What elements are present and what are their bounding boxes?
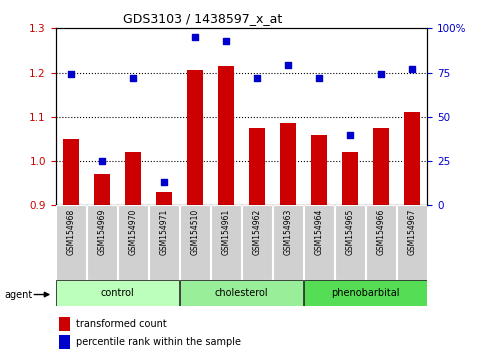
Bar: [366, 205, 396, 280]
Text: GSM154968: GSM154968: [67, 209, 75, 255]
Bar: [187, 70, 203, 205]
Bar: [180, 205, 210, 280]
Point: [129, 75, 137, 81]
Bar: [311, 135, 327, 205]
Bar: [397, 205, 427, 280]
Text: agent: agent: [5, 290, 33, 299]
Bar: [118, 205, 148, 280]
Point: [191, 34, 199, 40]
Text: transformed count: transformed count: [76, 319, 167, 329]
Bar: [242, 205, 272, 280]
Bar: [373, 128, 389, 205]
Text: cholesterol: cholesterol: [214, 288, 269, 298]
Bar: [59, 317, 71, 331]
Bar: [404, 113, 420, 205]
Text: GSM154964: GSM154964: [314, 209, 324, 256]
Bar: [280, 124, 296, 205]
Point: [98, 158, 106, 164]
Bar: [273, 205, 303, 280]
Point: [67, 72, 75, 77]
Bar: [87, 205, 117, 280]
Bar: [218, 66, 234, 205]
Text: GSM154962: GSM154962: [253, 209, 261, 255]
Bar: [180, 280, 303, 306]
Bar: [335, 205, 365, 280]
Point: [346, 132, 354, 137]
Point: [160, 179, 168, 185]
Text: GSM154965: GSM154965: [345, 209, 355, 256]
Text: GSM154966: GSM154966: [376, 209, 385, 256]
Point: [408, 66, 416, 72]
Text: GSM154971: GSM154971: [159, 209, 169, 255]
Text: GSM154970: GSM154970: [128, 209, 138, 256]
Bar: [56, 280, 179, 306]
Text: percentile rank within the sample: percentile rank within the sample: [76, 337, 241, 347]
Point: [315, 75, 323, 81]
Text: GSM154969: GSM154969: [98, 209, 107, 256]
Point: [222, 38, 230, 44]
Bar: [56, 205, 86, 280]
Bar: [156, 192, 172, 205]
Text: GSM154510: GSM154510: [190, 209, 199, 255]
Bar: [249, 128, 265, 205]
Text: GSM154963: GSM154963: [284, 209, 293, 256]
Bar: [63, 139, 79, 205]
Text: GDS3103 / 1438597_x_at: GDS3103 / 1438597_x_at: [123, 12, 283, 25]
Bar: [211, 205, 241, 280]
Text: GSM154961: GSM154961: [222, 209, 230, 255]
Bar: [125, 152, 141, 205]
Point: [253, 75, 261, 81]
Text: control: control: [100, 288, 134, 298]
Bar: [149, 205, 179, 280]
Text: phenobarbital: phenobarbital: [331, 288, 400, 298]
Bar: [94, 175, 110, 205]
Bar: [304, 205, 334, 280]
Bar: [59, 335, 71, 349]
Bar: [342, 152, 358, 205]
Bar: [304, 280, 427, 306]
Text: GSM154967: GSM154967: [408, 209, 416, 256]
Point: [284, 63, 292, 68]
Point: [377, 72, 385, 77]
